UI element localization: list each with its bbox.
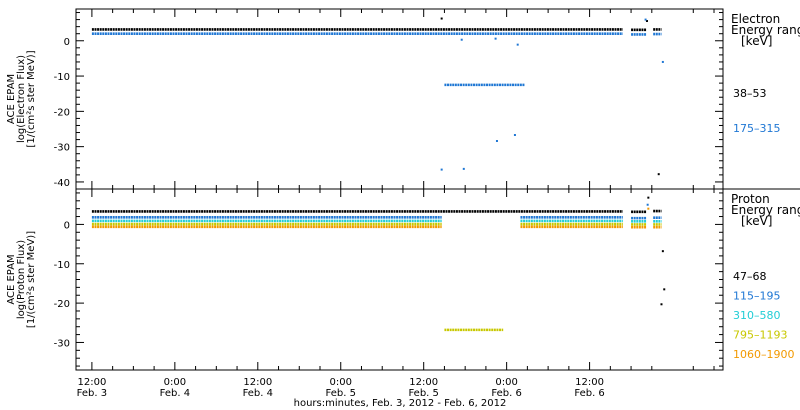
y-tick-label: -20 [54,107,70,118]
data-point [495,140,498,142]
legend-title: Electron [731,12,780,26]
data-point [462,167,465,170]
y-axis-label: [1/(cm²s ster MeV)] [26,231,37,328]
x-tick-date: Feb. 5 [408,388,438,399]
data-point [516,43,519,46]
data-point [660,303,663,306]
data-point [657,173,660,176]
data-point [513,134,516,136]
x-tick-time: 12:00 [575,377,604,388]
x-tick-date: Feb. 6 [574,388,604,399]
legend-entry: 175–315 [733,122,781,135]
data-point [440,17,443,20]
legend-entry: 47–68 [733,270,767,283]
y-tick-label: -10 [54,72,70,83]
data-point [661,250,664,253]
legend-title: Energy range [731,23,800,37]
x-tick-date: Feb. 4 [243,388,273,399]
data-point [646,203,649,206]
legend-entry: 1060–1900 [733,348,795,361]
x-tick-time: 12:00 [243,377,272,388]
x-tick-time: 0:00 [164,377,186,388]
data-point [645,20,648,22]
legend-title: [keV] [741,214,772,228]
x-tick-time: 0:00 [495,377,517,388]
legend-entry: 310–580 [733,309,781,322]
data-point [663,288,666,291]
y-axis-label: ACE EPAM [6,74,17,124]
y-tick-label: -40 [54,178,70,189]
legend-title: Proton [731,192,770,206]
legend-title: [keV] [741,34,772,48]
data-point [644,18,647,21]
y-tick-label: 0 [64,220,70,231]
y-axis-label: log(Electron Flux) [16,55,27,143]
legend-entry: 38–53 [733,87,767,100]
data-point [647,207,650,210]
x-tick-date: Feb. 3 [77,388,107,399]
x-tick-date: Feb. 4 [160,388,190,399]
legend-entry: 115–195 [733,290,781,303]
x-tick-time: 12:00 [77,377,106,388]
y-axis-label: ACE EPAM [6,254,17,304]
x-tick-time: 12:00 [409,377,438,388]
data-point [440,168,443,171]
y-tick-label: 0 [64,37,70,48]
y-axis-label: log(Proton Flux) [16,240,27,319]
y-tick-label: -30 [54,143,70,154]
y-tick-label: -20 [54,299,70,310]
legend-title: Energy range [731,203,800,217]
x-axis-label: hours:minutes, Feb. 3, 2012 - Feb. 6, 20… [294,398,507,409]
data-point [661,60,664,63]
x-tick-date: Feb. 5 [326,388,356,399]
x-tick-date: Feb. 6 [491,388,521,399]
y-axis-label: [1/(cm²s ster MeV)] [26,50,37,147]
data-point [460,38,463,41]
y-tick-label: -30 [54,338,70,349]
x-tick-time: 0:00 [330,377,352,388]
y-tick-label: -10 [54,260,70,271]
data-point [494,37,497,40]
data-point [647,196,650,199]
legend-entry: 795–1193 [733,329,788,342]
